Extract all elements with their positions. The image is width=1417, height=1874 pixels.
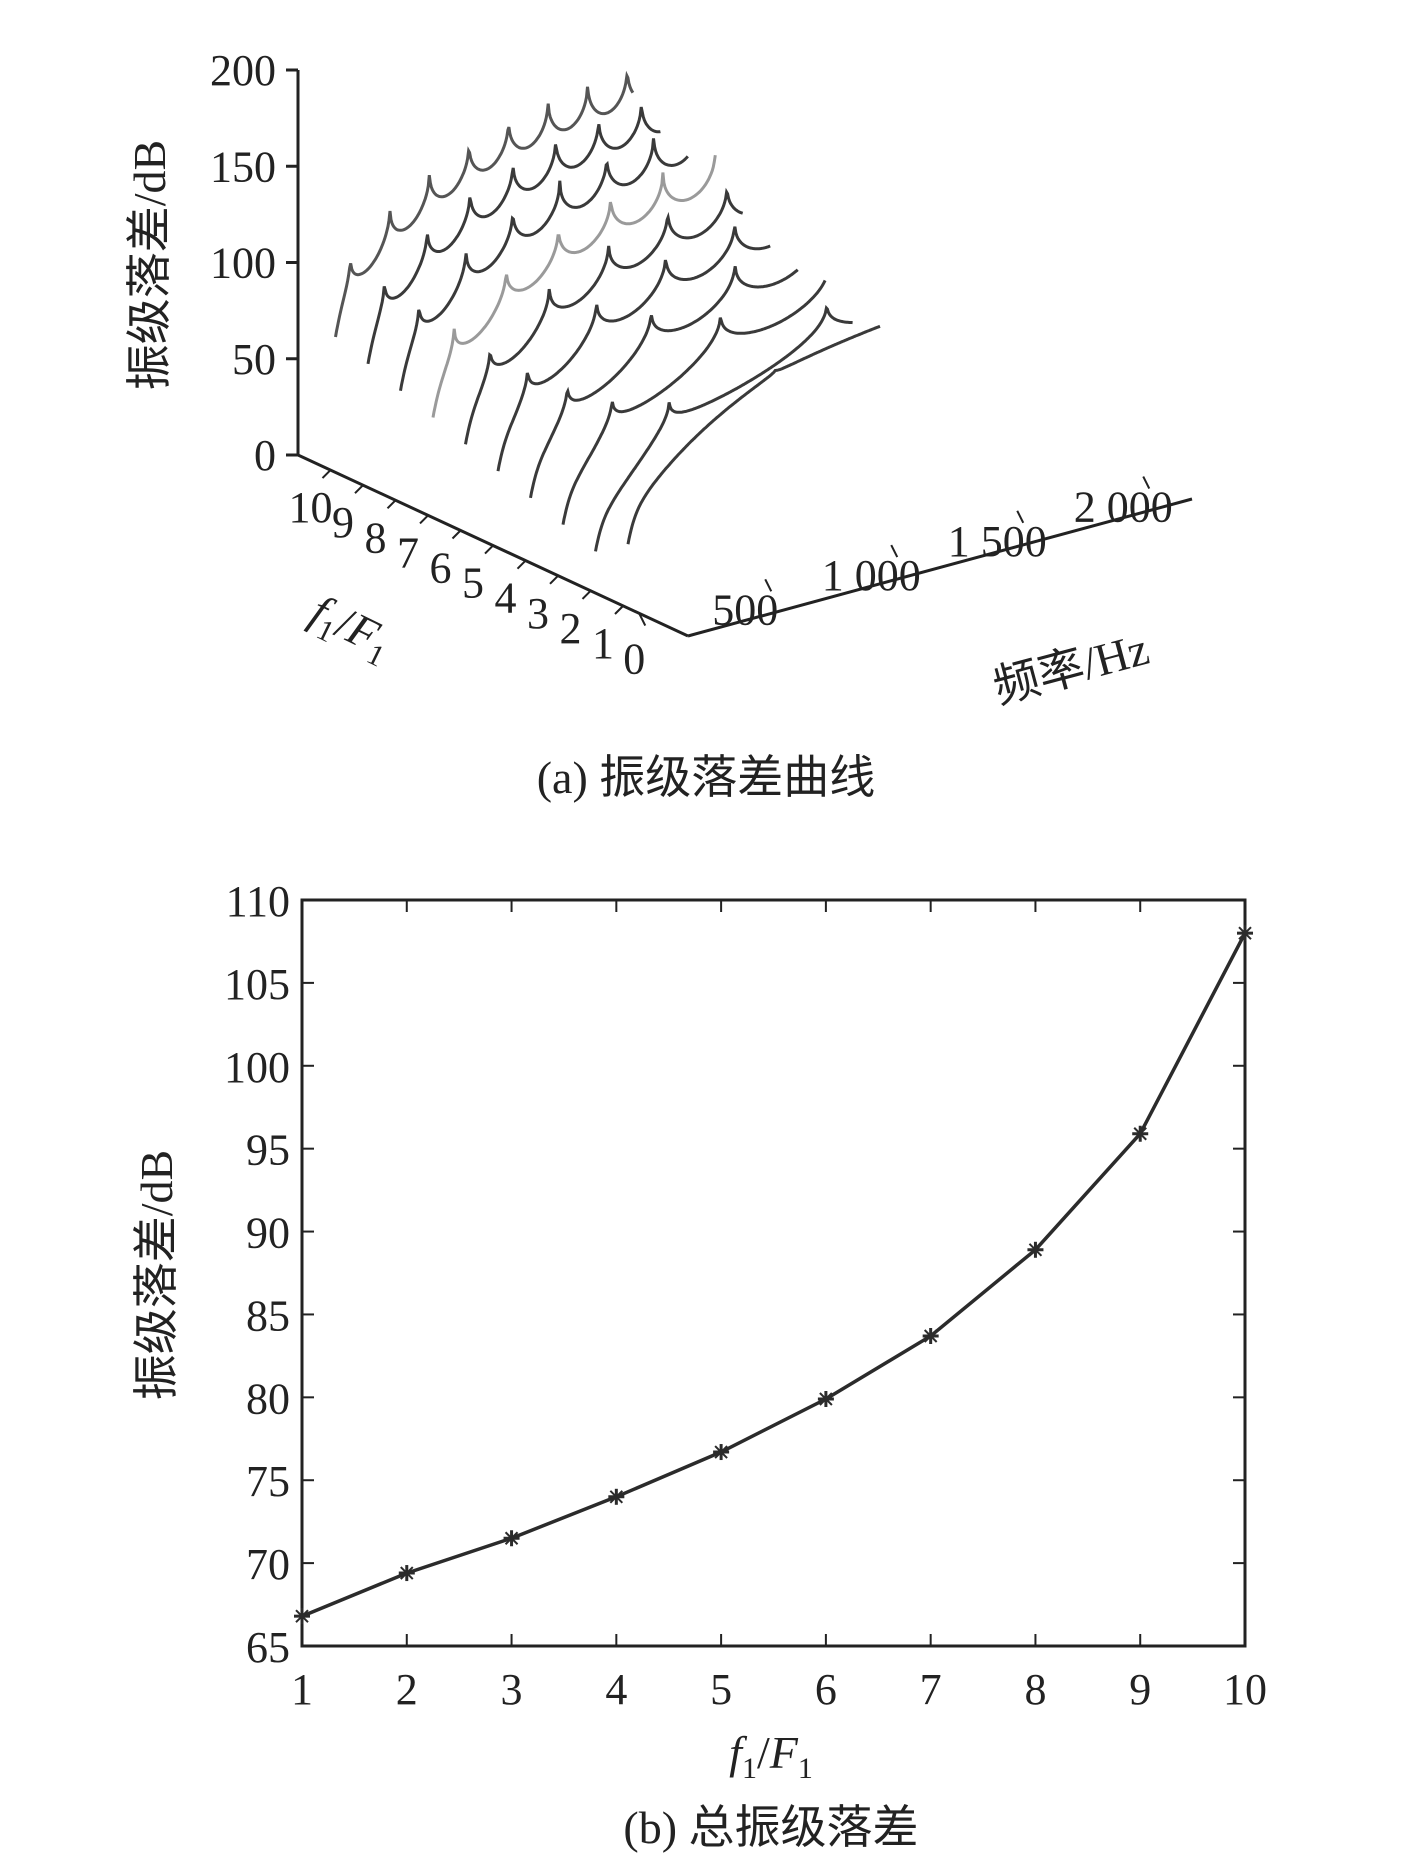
panel-b-data-point [1027, 1241, 1044, 1258]
panel-a-x-tick-mark [1016, 510, 1025, 524]
panel-b-data-point [922, 1327, 939, 1344]
panel-a-depth-tick-mark [419, 514, 429, 525]
panel-a-depth-tick-mark [614, 605, 624, 615]
panel-b-data-point [398, 1565, 415, 1582]
panel-b-series-line [301, 932, 1247, 1618]
panel-b-data-point [503, 1530, 520, 1547]
panel-b-y-tick-label: 100 [224, 1043, 290, 1092]
panel-b-x-tick-label: 3 [501, 1665, 523, 1714]
panel-a-depth-tick-label: 5 [462, 559, 484, 608]
panel-a-curve-ratio-1 [626, 324, 881, 545]
panel-b-x-tick-label: 1 [291, 1665, 313, 1714]
panel-a-curve-ratio-7 [431, 154, 717, 418]
panel-a-x-tick-label: 2 000 [1074, 483, 1173, 532]
panel-b-y-ticks: 65 70 75 80 85 90 95 100 105 110 [224, 877, 1245, 1672]
panel-b-x-tick-label: 4 [605, 1665, 627, 1714]
panel-a-curve-ratio-4 [529, 266, 799, 499]
panel-a-curves [334, 70, 881, 552]
panel-b-x-tick-label: 5 [710, 1665, 732, 1714]
panel-a-x-ticks: 0 500 1 000 1 500 2 000 [623, 476, 1173, 684]
panel-a-z-tick-label: 200 [210, 46, 276, 95]
panel-b-series [294, 925, 1253, 1625]
panel-a-z-ticks: 0 50 100 150 200 [210, 46, 298, 480]
panel-a-curve-ratio-2 [594, 304, 853, 552]
panel-b-data-point [1132, 1125, 1149, 1142]
panel-a-caption: (a) 振级落差曲线 [537, 752, 876, 803]
panel-a-depth-tick-label: 6 [430, 544, 452, 593]
panel-a-depth-label: f1/F1 [300, 585, 401, 674]
panel-a-x-tick-mark [890, 544, 899, 558]
panel-a-curve-ratio-3 [561, 279, 827, 525]
panel-a-depth-tick-mark [451, 529, 462, 540]
panel-b-2d-chart: 65 70 75 80 85 90 95 100 105 110 1 2 3 4 5 6 7 8 9 10 振级落差… [131, 877, 1267, 1853]
panel-b-x-tick-label: 9 [1129, 1665, 1151, 1714]
panel-b-x-ticks: 1 2 3 4 5 6 7 8 9 10 [291, 900, 1267, 1714]
panel-a-x-tick-mark [764, 578, 773, 592]
panel-a-depth-tick-label: 9 [332, 498, 354, 547]
panel-a-depth-tick-label: 2 [560, 604, 582, 653]
panel-a-depth-tick-label: 10 [289, 483, 333, 532]
panel-a-depth-tick-label: 1 [592, 619, 614, 668]
panel-a-depth-tick-mark [581, 590, 592, 600]
panel-a-z-tick-label: 0 [254, 431, 276, 480]
panel-a-depth-axis [297, 453, 689, 638]
panel-b-data-point [1237, 925, 1253, 942]
panel-b-x-tick-label: 2 [396, 1665, 418, 1714]
panel-a-curve-ratio-9 [366, 106, 661, 365]
panel-a-depth-tick-mark [321, 469, 332, 479]
panel-a-x-tick-label: 500 [712, 585, 778, 634]
panel-a-depth-tick-label: 4 [495, 574, 517, 623]
panel-a-curve-ratio-5 [496, 226, 771, 472]
panel-b-y-tick-label: 65 [246, 1623, 290, 1672]
panel-b-y-tick-label: 90 [246, 1209, 290, 1258]
panel-b-data-point [294, 1608, 310, 1625]
panel-b-x-label: f1/F1 [729, 1727, 813, 1785]
panel-b-y-tick-label: 70 [246, 1540, 290, 1589]
panel-a-z-tick-label: 100 [210, 239, 276, 288]
panel-a-curve-ratio-6 [464, 187, 744, 445]
panel-b-y-tick-label: 75 [246, 1457, 290, 1506]
panel-b-data-point [713, 1444, 730, 1461]
panel-b-y-tick-label: 85 [246, 1291, 290, 1340]
panel-a-x-tick-label: 1 500 [948, 517, 1047, 566]
panel-a-depth-tick-label: 3 [527, 589, 549, 638]
panel-a-x-tick-mark [1142, 476, 1151, 489]
panel-b-y-tick-label: 80 [246, 1374, 290, 1423]
panel-a-y-label: 振级落差/dB [124, 140, 175, 390]
panel-b-x-tick-label: 6 [815, 1665, 837, 1714]
panel-b-y-tick-label: 110 [226, 877, 290, 926]
panel-a-z-tick-label: 150 [210, 142, 276, 191]
panel-a-x-tick-mark [638, 613, 647, 626]
panel-b-y-tick-label: 95 [246, 1126, 290, 1175]
panel-a-curve-ratio-10 [334, 70, 635, 338]
panel-b-y-tick-label: 105 [224, 960, 290, 1009]
panel-b-data-point [608, 1488, 625, 1505]
panel-a-depth-tick-mark [549, 575, 559, 585]
panel-b-y-label: 振级落差/dB [131, 1150, 182, 1400]
panel-a-depth-tick-mark [516, 559, 527, 570]
panel-b-x-tick-label: 8 [1024, 1665, 1046, 1714]
panel-b-plot-frame [300, 898, 1247, 1648]
panel-a-depth-tick-mark [484, 544, 494, 555]
panel-a-curve-ratio-8 [399, 138, 689, 391]
panel-a-z-tick-label: 50 [232, 335, 276, 384]
panel-a-depth-tick-mark [386, 499, 397, 510]
panel-a-depth-tick-label: 8 [365, 513, 387, 562]
panel-b-x-tick-label: 10 [1223, 1665, 1267, 1714]
panel-b-data-point [817, 1390, 834, 1407]
panel-a-x-label: 频率/Hz [988, 623, 1154, 713]
panel-b-x-tick-label: 7 [920, 1665, 942, 1714]
panel-b-caption: (b) 总振级落差 [623, 1802, 918, 1853]
panel-a-x-tick-label: 1 000 [822, 551, 921, 600]
panel-a-x-axis [687, 497, 1193, 638]
panel-a-depth-tick-mark [354, 484, 364, 494]
panel-a-x-tick-label: 0 [623, 635, 645, 684]
panel-a-depth-tick-label: 7 [397, 528, 419, 577]
